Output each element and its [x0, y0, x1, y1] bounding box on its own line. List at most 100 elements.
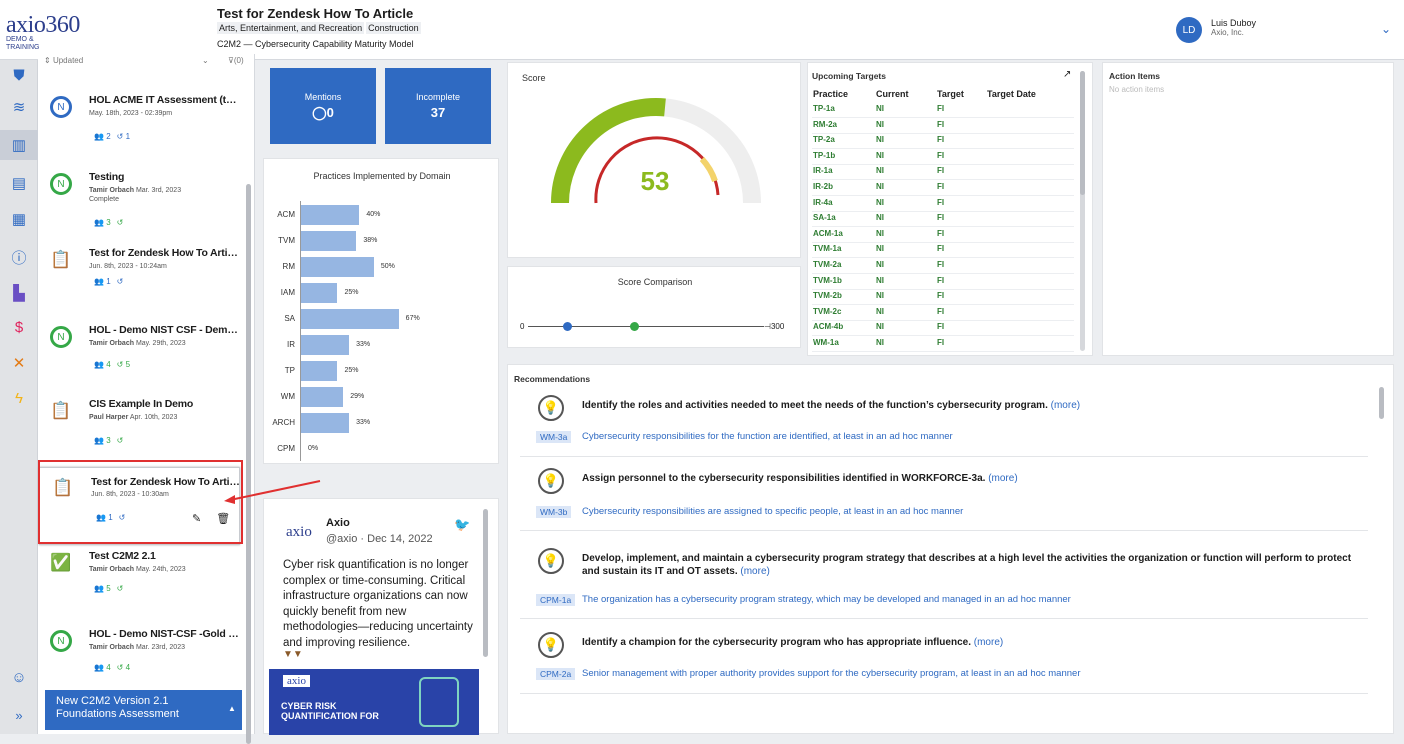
edit-pencil-icon[interactable]: ✎: [192, 513, 202, 525]
row-divider: [812, 351, 1074, 352]
sort-select[interactable]: ⇕ Updated: [44, 56, 84, 65]
assessment-card[interactable]: 📋 Test for Zendesk How To Article Jun. 8…: [38, 247, 241, 317]
info-icon[interactable]: ⓘ: [11, 249, 27, 267]
practice-code-badge[interactable]: WM-3a: [536, 431, 572, 443]
expand-nav-icon[interactable]: »: [15, 707, 23, 723]
more-link[interactable]: (more): [740, 566, 770, 577]
target-practice[interactable]: TVM-2b: [813, 291, 842, 301]
practice-code-badge[interactable]: CPM-2a: [536, 668, 576, 680]
new-assessment-button[interactable]: New C2M2 Version 2.1 Foundations Assessm…: [45, 690, 242, 730]
bar[interactable]: [301, 257, 374, 277]
target-practice[interactable]: TVM-1a: [813, 244, 842, 254]
assessment-card[interactable]: N HOL - Demo NIST CSF - Demo ... Tamir O…: [38, 324, 241, 394]
target-practice[interactable]: IR-2b: [813, 182, 833, 191]
row-divider: [812, 273, 1074, 274]
user-menu-chevron-down-icon[interactable]: ⌄: [1381, 22, 1392, 36]
upcoming-targets-title: Upcoming Targets: [812, 71, 886, 81]
target-practice[interactable]: SA-1a: [813, 213, 836, 223]
tools-icon[interactable]: ✕: [12, 355, 26, 372]
tweet-text: Cyber risk quantification is no longer c…: [283, 559, 473, 649]
left-nav: ⛊ ≋ ▥ ▤ ▦ ⓘ ▙ $ ✕ ϟ ☺ »: [0, 60, 38, 734]
practice-description[interactable]: The organization has a cybersecurity pro…: [582, 594, 1071, 605]
lightning-icon[interactable]: ϟ: [15, 389, 23, 407]
file-icon[interactable]: ▙: [13, 285, 25, 302]
target-practice[interactable]: IR-1a: [813, 166, 833, 176]
bar[interactable]: [301, 413, 350, 433]
list-scrollbar[interactable]: [246, 184, 251, 744]
practice-code-badge[interactable]: WM-3b: [536, 506, 572, 518]
bar[interactable]: [301, 361, 338, 381]
tweet-author[interactable]: Axio: [326, 517, 350, 529]
assessment-card[interactable]: N Testing Tamir Orbach Mar. 3rd, 2023 Co…: [38, 171, 241, 241]
history-icon: ↺: [116, 218, 124, 227]
target-practice[interactable]: ACM-1a: [813, 228, 843, 238]
more-link[interactable]: (more): [988, 473, 1018, 484]
bar[interactable]: [301, 231, 357, 251]
card-author: Paul Harper: [89, 414, 129, 421]
target-practice[interactable]: WM-1a: [813, 338, 839, 347]
filter-button[interactable]: ⊽(0): [228, 56, 244, 65]
practice-description[interactable]: Cybersecurity responsibilities for the f…: [582, 431, 953, 442]
axio360-logo[interactable]: axio360 DEMO & TRAINING: [6, 12, 80, 51]
user-avatar[interactable]: LD: [1176, 17, 1202, 43]
comparison-marker[interactable]: [563, 322, 573, 331]
target-practice[interactable]: TVM-1b: [813, 275, 842, 285]
twitter-bird-icon[interactable]: 🐦: [454, 517, 471, 532]
tweet-image-banner[interactable]: axio CYBER RISK QUANTIFICATION FOR: [269, 669, 479, 735]
incomplete-tile[interactable]: Incomplete 37: [385, 68, 491, 144]
bar-value-label: 25%: [344, 289, 359, 296]
trash-icon[interactable]: 🗑: [216, 513, 231, 525]
more-link[interactable]: (more): [973, 637, 1004, 648]
bar[interactable]: [301, 387, 344, 407]
recommendations-scrollbar[interactable]: [1379, 387, 1384, 419]
target-current: NI: [876, 104, 884, 113]
target-practice[interactable]: IR-4a: [813, 197, 833, 207]
history-icon: ↺: [118, 513, 126, 522]
target-practice[interactable]: TP-1b: [813, 150, 836, 160]
calendar-icon[interactable]: ▦: [11, 211, 27, 228]
bar[interactable]: [301, 283, 338, 303]
bar[interactable]: [301, 205, 360, 225]
external-link-icon[interactable]: ↗: [1063, 69, 1072, 80]
nist-icon: N: [50, 96, 72, 118]
smiley-icon[interactable]: ☺: [11, 668, 27, 686]
recommendation-item: 💡 Assign personnel to the cybersecurity …: [520, 464, 1368, 544]
practice-description[interactable]: Senior management with proper authority …: [582, 668, 1081, 679]
annotation-arrow: [224, 480, 321, 504]
banner-logo: axio: [283, 675, 310, 687]
assessment-card[interactable]: ✅ Test C2M2 2.1 Tamir Orbach May. 24th, …: [38, 550, 241, 620]
layers-icon[interactable]: ≋: [12, 99, 26, 116]
assessment-card[interactable]: N HOL - Demo NIST-CSF -Gold St... Tamir …: [38, 628, 241, 698]
recommendation-text: Identify the roles and activities needed…: [582, 399, 1362, 412]
target-target: FI: [937, 197, 945, 207]
sort-chevron-down-icon[interactable]: ⌄: [202, 56, 209, 65]
target-practice[interactable]: ACM-4b: [813, 322, 844, 332]
bar[interactable]: [301, 309, 399, 329]
comment-icon: ◯: [312, 105, 327, 120]
assessment-card[interactable]: N HOL ACME IT Assessment (test) May. 18t…: [38, 94, 241, 164]
dollar-icon[interactable]: $: [14, 318, 24, 336]
bar-value-label: 38%: [363, 237, 378, 244]
target-practice[interactable]: TP-2a: [813, 135, 835, 145]
target-practice[interactable]: TVM-2c: [813, 306, 842, 316]
twitter-scrollbar[interactable]: [483, 509, 488, 657]
more-link[interactable]: (more): [1050, 400, 1081, 411]
comparison-marker[interactable]: [630, 322, 640, 331]
bar-category-label: SA: [284, 314, 295, 323]
targets-scrollbar[interactable]: [1080, 71, 1085, 195]
target-practice[interactable]: TP-1a: [813, 104, 835, 113]
assessment-card[interactable]: 📋 CIS Example In Demo Paul Harper Apr. 1…: [38, 398, 241, 468]
chart-icon[interactable]: ▥: [0, 130, 38, 160]
document-list-icon[interactable]: ▤: [11, 175, 27, 192]
score-comparison-panel: Score Comparison 0 ⊣300: [507, 266, 801, 348]
practice-code-badge[interactable]: CPM-1a: [536, 594, 576, 606]
target-practice[interactable]: RM-2a: [813, 119, 838, 129]
chevron-up-icon: ▲: [228, 704, 236, 713]
practice-description[interactable]: Cybersecurity responsibilities are assig…: [582, 506, 964, 517]
target-practice[interactable]: TVM-2a: [813, 260, 842, 269]
bar[interactable]: [301, 335, 350, 355]
score-comparison-title: Score Comparison: [617, 277, 693, 287]
shield-check-icon[interactable]: ⛊: [13, 66, 25, 84]
mentions-tile[interactable]: Mentions ◯0: [270, 68, 376, 144]
cycle-count: 1: [125, 132, 131, 141]
